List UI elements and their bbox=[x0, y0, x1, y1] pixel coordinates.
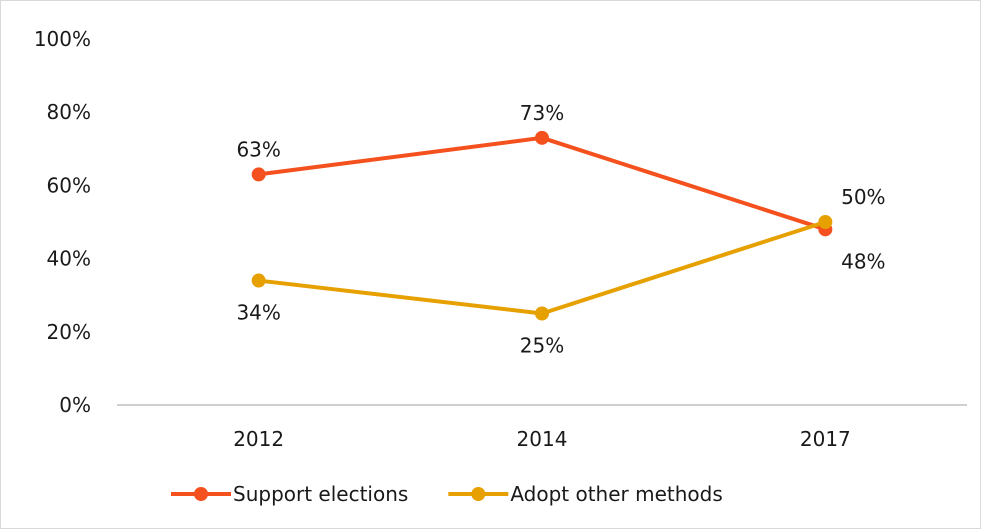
y-tick-label: 80% bbox=[47, 100, 91, 124]
x-tick-label: 2014 bbox=[517, 427, 568, 451]
y-tick-label: 60% bbox=[47, 173, 91, 197]
y-tick-label: 100% bbox=[34, 27, 91, 51]
data-label: 34% bbox=[236, 301, 280, 325]
data-point bbox=[251, 273, 266, 288]
legend-label: Adopt other methods bbox=[510, 482, 722, 506]
data-label: 50% bbox=[841, 185, 885, 209]
data-label: 48% bbox=[841, 249, 885, 273]
x-tick-label: 2017 bbox=[800, 427, 851, 451]
y-tick-label: 0% bbox=[59, 393, 91, 417]
legend-item: Adopt other methods bbox=[448, 482, 723, 506]
y-tick-label: 20% bbox=[47, 320, 91, 344]
data-point bbox=[818, 215, 833, 229]
y-tick-label: 40% bbox=[47, 247, 91, 271]
series-group bbox=[251, 130, 833, 321]
data-label: 25% bbox=[520, 334, 564, 358]
series-line-0 bbox=[256, 135, 828, 232]
data-point bbox=[535, 306, 549, 321]
data-point bbox=[535, 130, 549, 145]
legend-swatch-marker bbox=[471, 487, 486, 501]
data-label: 73% bbox=[520, 101, 564, 125]
legend-label: Support elections bbox=[233, 482, 408, 506]
y-axis: 0% 20% 40% 60% 80% 100% bbox=[34, 27, 91, 417]
series-line-1 bbox=[256, 220, 828, 316]
data-point bbox=[251, 167, 266, 182]
data-labels: 63% 73% 48% 34% 25% 50% bbox=[236, 101, 885, 358]
legend-item: Support elections bbox=[171, 482, 408, 506]
legend: Support elections Adopt other methods bbox=[171, 482, 723, 506]
x-axis: 2012 2014 2017 bbox=[233, 427, 851, 451]
legend-swatch-marker bbox=[194, 487, 208, 501]
data-label: 63% bbox=[236, 137, 280, 161]
x-tick-label: 2012 bbox=[233, 427, 284, 451]
